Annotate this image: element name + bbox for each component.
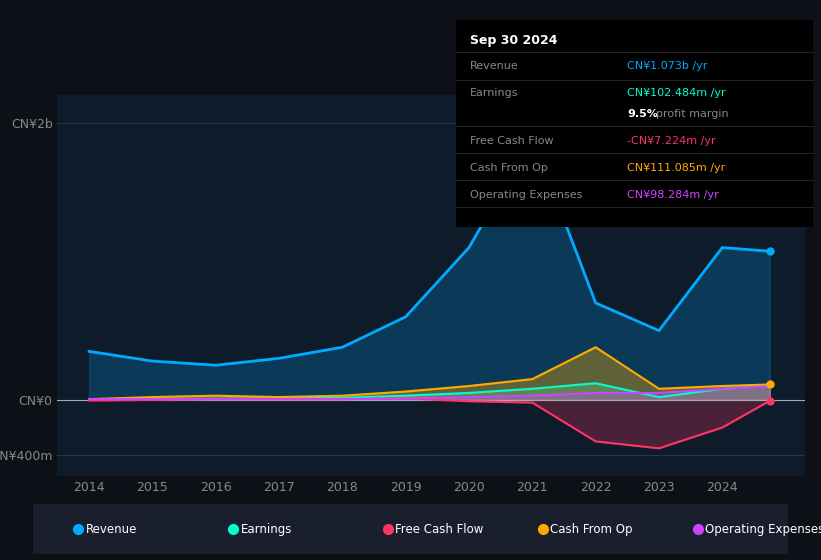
Text: Revenue: Revenue: [470, 61, 519, 71]
Text: CN¥111.085m /yr: CN¥111.085m /yr: [627, 163, 725, 172]
Text: CN¥1.073b /yr: CN¥1.073b /yr: [627, 61, 708, 71]
Text: Cash From Op: Cash From Op: [550, 522, 633, 536]
Text: Earnings: Earnings: [241, 522, 292, 536]
Text: Earnings: Earnings: [470, 88, 518, 98]
Text: profit margin: profit margin: [656, 109, 728, 119]
Text: Free Cash Flow: Free Cash Flow: [470, 136, 553, 146]
Text: CN¥98.284m /yr: CN¥98.284m /yr: [627, 190, 719, 200]
Text: Operating Expenses: Operating Expenses: [470, 190, 582, 200]
Text: Operating Expenses: Operating Expenses: [705, 522, 821, 536]
Text: CN¥102.484m /yr: CN¥102.484m /yr: [627, 88, 726, 98]
Text: 9.5%: 9.5%: [627, 109, 658, 119]
Text: Cash From Op: Cash From Op: [470, 163, 548, 172]
Text: Sep 30 2024: Sep 30 2024: [470, 34, 557, 47]
Text: Revenue: Revenue: [85, 522, 137, 536]
Text: Free Cash Flow: Free Cash Flow: [396, 522, 484, 536]
Text: -CN¥7.224m /yr: -CN¥7.224m /yr: [627, 136, 716, 146]
